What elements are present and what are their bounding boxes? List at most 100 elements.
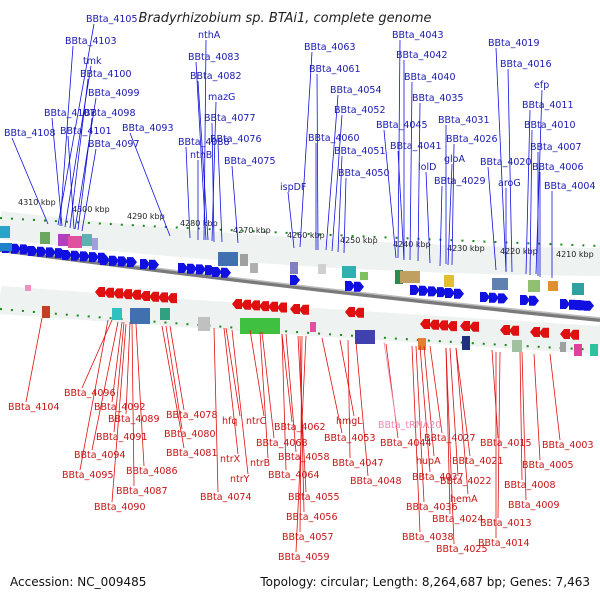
- forward-genes: [0, 226, 594, 311]
- reverse-gene-arrow: [447, 321, 457, 332]
- top-leader-line: [211, 122, 215, 243]
- bottom-gene-label: BBta_4013: [480, 518, 532, 529]
- forward-gene-block: [250, 263, 258, 273]
- bottom-gene-label: ntrY: [230, 474, 250, 485]
- reverse-gene-arrow: [539, 327, 549, 338]
- top-leader-line: [417, 102, 421, 262]
- reverse-gene-arrow: [131, 289, 141, 300]
- scale-tick-label: 4270 kbp: [233, 226, 271, 235]
- bottom-gene-label: BBta_4047: [332, 458, 384, 469]
- top-leader-line: [316, 73, 319, 251]
- top-leader-line: [495, 47, 507, 272]
- top-leader-line: [397, 39, 401, 259]
- bottom-leader-line: [455, 347, 469, 495]
- forward-gene-arrow: [127, 257, 137, 268]
- forward-gene-block: [492, 278, 508, 290]
- forward-gene-arrow: [419, 285, 429, 296]
- reverse-gene-arrow: [277, 302, 287, 313]
- reverse-gene-arrow: [560, 329, 570, 339]
- bottom-leader-line: [321, 337, 343, 434]
- bottom-leader-line: [455, 347, 471, 457]
- top-gene-label: efp: [534, 80, 549, 91]
- forward-gene-block: [68, 236, 82, 248]
- bottom-gene-label: BBta_4055: [288, 492, 340, 503]
- forward-gene-arrow: [71, 250, 81, 261]
- bottom-gene-label: BBta_4009: [508, 500, 560, 511]
- bottom-leader-line: [213, 327, 219, 493]
- forward-gene-arrow: [28, 246, 38, 256]
- bottom-leader-line: [223, 327, 239, 455]
- forward-gene-arrow: [20, 244, 30, 255]
- bottom-leader-line: [231, 329, 249, 475]
- bottom-gene-label: hfq: [222, 416, 237, 427]
- reverse-gene-block: [355, 330, 375, 344]
- reverse-gene-block: [198, 317, 210, 331]
- top-gene-label: BBta_4035: [412, 93, 464, 104]
- bottom-gene-label: BBta_4074: [200, 492, 252, 503]
- top-gene-label: mazG: [208, 92, 235, 103]
- top-leader-line: [529, 129, 533, 276]
- scale-tick-label: 4210 kbp: [556, 250, 594, 259]
- top-gene-label: BBta_4100: [80, 69, 132, 80]
- top-gene-label: BBta_4075: [224, 156, 276, 167]
- bottom-leader-line: [521, 351, 527, 501]
- top-gene-label: BBta_4007: [530, 142, 582, 153]
- top-leader-line: [129, 132, 171, 237]
- bottom-gene-label: BBta_4078: [166, 410, 218, 421]
- top-leader-line: [425, 171, 431, 264]
- reverse-gene-arrow: [299, 304, 309, 315]
- top-leader-line: [525, 109, 531, 275]
- top-gene-label: BBta_4082: [190, 71, 242, 82]
- forward-gene-arrow: [529, 295, 539, 306]
- forward-gene-block: [58, 234, 70, 246]
- bottom-gene-label: BBta_4064: [268, 470, 320, 481]
- top-gene-label: BBta_4063: [304, 42, 356, 53]
- reverse-gene-block: [462, 336, 470, 350]
- scale-tick-label: 4310 kbp: [18, 198, 56, 207]
- forward-gene-arrow: [410, 285, 420, 295]
- reverse-gene-arrow: [158, 292, 168, 303]
- top-gene-label: BBta_4045: [376, 120, 428, 131]
- bottom-gene-label: BBta_4091: [96, 432, 148, 443]
- reverse-gene-block: [112, 308, 122, 320]
- bottom-leader-line: [261, 331, 275, 439]
- bottom-gene-label: BBta_4092: [94, 402, 146, 413]
- top-leader-line: [81, 148, 97, 232]
- forward-gene-arrow: [428, 286, 438, 297]
- top-leader-line: [299, 51, 313, 248]
- top-leader-line: [231, 165, 239, 244]
- top-gene-label: nthB: [190, 150, 212, 161]
- bottom-leader-line: [411, 345, 421, 533]
- forward-gene-arrow: [520, 295, 530, 305]
- top-label-leaders: [11, 23, 553, 278]
- bottom-gene-label: BBta_4027: [424, 433, 476, 444]
- reverse-gene-arrow: [241, 299, 251, 310]
- forward-gene-arrow: [437, 287, 447, 298]
- reverse-gene-arrow: [429, 319, 439, 330]
- top-gene-label: BBta_4029: [434, 176, 486, 187]
- top-leader-line: [397, 150, 405, 261]
- bottom-leader-line: [445, 347, 455, 545]
- forward-gene-arrow: [11, 243, 21, 254]
- top-gene-label: aroG: [498, 178, 521, 189]
- map-title: Bradyrhizobium sp. BTAi1, complete genom…: [138, 11, 431, 26]
- forward-gene-block: [0, 226, 10, 238]
- forward-gene-arrow: [89, 252, 99, 263]
- top-gene-label: BBta_4043: [392, 30, 444, 41]
- forward-gene-block: [0, 243, 12, 251]
- bottom-leader-line: [419, 345, 431, 473]
- reverse-gene-arrow: [167, 293, 177, 304]
- bottom-leader-line: [111, 321, 123, 403]
- forward-gene-arrow: [140, 259, 150, 269]
- top-gene-label: BBta_4054: [330, 85, 382, 96]
- bottom-gene-label: hupA: [416, 456, 441, 467]
- top-gene-label: BBta_4105: [86, 14, 138, 25]
- forward-gene-block: [548, 281, 558, 291]
- forward-gene-arrow: [118, 256, 128, 267]
- reverse-gene-block: [42, 306, 50, 318]
- top-gene-label: BBta_4076: [210, 134, 262, 145]
- top-leader-line: [325, 94, 339, 251]
- reverse-gene-arrow: [420, 319, 430, 329]
